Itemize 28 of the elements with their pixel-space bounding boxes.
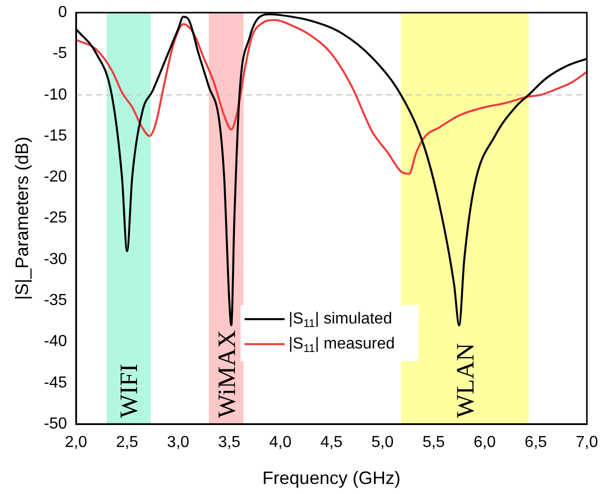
x-tick-label: 6,5 (524, 434, 548, 452)
x-tick-label: 2,5 (116, 434, 138, 452)
x-tick-label: 5,0 (371, 434, 394, 452)
y-tick-label: -35 (44, 292, 68, 309)
x-tick-label: 4,0 (269, 434, 292, 452)
band-label: WLAN (452, 343, 480, 418)
x-axis-title: Frequency (GHz) (262, 468, 400, 488)
x-tick-label: 2,0 (64, 434, 88, 452)
x-tick-label: 3,5 (218, 434, 240, 452)
y-axis-title: |S|_Parameters (dB) (12, 136, 32, 300)
x-tick-label: 7,0 (576, 434, 598, 452)
y-tick-label: -45 (44, 374, 68, 392)
x-tick-label: 3,0 (167, 434, 190, 452)
y-tick-label: -5 (52, 45, 68, 62)
y-tick-label: -40 (44, 333, 68, 350)
band-label: WIFI (116, 364, 144, 418)
y-tick-label: -30 (44, 250, 68, 268)
y-tick-label: -25 (44, 210, 68, 227)
x-tick-label: 4,5 (320, 434, 343, 452)
y-tick-label: -10 (44, 86, 68, 104)
x-tick-label: 5,5 (422, 434, 445, 452)
band-label: WiMAX (214, 330, 241, 418)
y-tick-label: -50 (44, 415, 68, 432)
y-tick-label: 0 (58, 4, 68, 22)
line-series (76, 19, 587, 175)
y-tick-label: -20 (44, 168, 68, 186)
x-tick-label: 6,0 (474, 434, 496, 452)
y-tick-label: -15 (44, 127, 68, 144)
